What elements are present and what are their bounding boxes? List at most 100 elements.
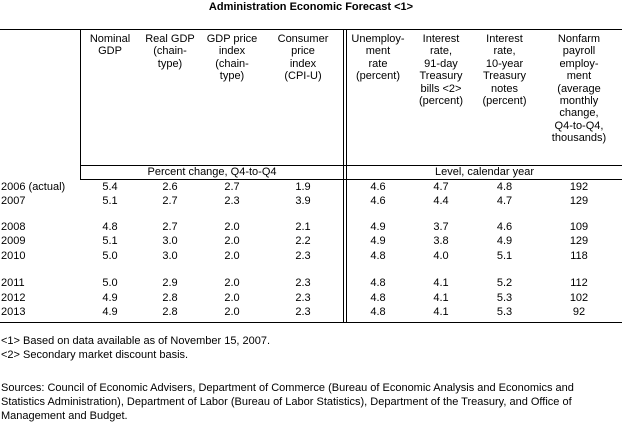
cell: 4.8 bbox=[370, 277, 386, 289]
cell: 2.0 bbox=[224, 292, 240, 304]
column-header-gdp-price-index: GDP price index (chain- type) bbox=[206, 33, 258, 83]
cell: 4.6 bbox=[496, 221, 513, 233]
cell: 2.2 bbox=[295, 235, 311, 247]
column-header-10year-rate: Interest rate, 10-year Treasury notes (p… bbox=[482, 33, 527, 108]
column-header-nonfarm-payroll: Nonfarm payroll employ- ment (average mo… bbox=[551, 33, 607, 145]
cell: 4.9 bbox=[102, 292, 118, 304]
cell: 2.0 bbox=[224, 221, 240, 233]
column-divider-mid-b bbox=[346, 29, 347, 323]
column-header-unemployment-rate: Unemploy- ment rate (percent) bbox=[351, 33, 405, 83]
row-label: 2007 bbox=[1, 195, 26, 207]
cell: 5.0 bbox=[102, 277, 118, 289]
cell: 2.6 bbox=[162, 181, 178, 193]
cell: 4.1 bbox=[433, 306, 449, 318]
cell: 3.0 bbox=[162, 250, 178, 262]
cell: 4.8 bbox=[370, 292, 386, 304]
bottom-rule bbox=[0, 322, 622, 323]
cell: 5.1 bbox=[496, 250, 513, 262]
table-row: 2009 5.1 3.0 2.0 2.2 4.9 3.8 4.9 129 bbox=[0, 235, 622, 248]
column-divider-mid-a bbox=[343, 29, 344, 323]
cell: 2.8 bbox=[162, 306, 178, 318]
cell: 2.0 bbox=[224, 306, 240, 318]
cell: 1.9 bbox=[295, 181, 311, 193]
cell: 4.6 bbox=[370, 195, 386, 207]
column-divider-left bbox=[80, 29, 81, 180]
cell: 2.7 bbox=[162, 221, 178, 233]
cell: 5.3 bbox=[496, 292, 513, 304]
column-header-nominal-gdp: Nominal GDP bbox=[89, 33, 131, 58]
row-label: 2013 bbox=[1, 306, 26, 318]
cell: 2.0 bbox=[224, 277, 240, 289]
row-label: 2008 bbox=[1, 221, 26, 233]
cell: 2.8 bbox=[162, 292, 178, 304]
cell: 4.9 bbox=[370, 221, 386, 233]
cell: 109 bbox=[569, 221, 589, 233]
sources-note: Sources: Council of Economic Advisers, D… bbox=[1, 382, 574, 422]
cell: 129 bbox=[569, 195, 589, 207]
column-header-91day-rate: Interest rate, 91-day Treasury bills <2>… bbox=[418, 33, 464, 108]
cell: 5.1 bbox=[102, 195, 118, 207]
row-label: 2012 bbox=[1, 292, 26, 304]
column-header-cpi: Consumer price index (CPI-U) bbox=[277, 33, 329, 83]
cell: 5.4 bbox=[102, 181, 118, 193]
cell: 4.7 bbox=[496, 195, 513, 207]
table-row: 2006 (actual) 5.4 2.6 2.7 1.9 4.6 4.7 4.… bbox=[0, 181, 622, 194]
column-header-real-gdp: Real GDP (chain- type) bbox=[145, 33, 195, 70]
cell: 4.8 bbox=[102, 221, 118, 233]
subheader-rule bbox=[80, 179, 622, 180]
cell: 3.8 bbox=[433, 235, 449, 247]
table-row: 2011 5.0 2.9 2.0 2.3 4.8 4.1 5.2 112 bbox=[0, 277, 622, 290]
top-rule bbox=[0, 29, 622, 30]
row-label: 2010 bbox=[1, 250, 26, 262]
cell: 2.7 bbox=[224, 181, 240, 193]
row-label: 2009 bbox=[1, 235, 26, 247]
cell: 4.4 bbox=[433, 195, 449, 207]
cell: 4.8 bbox=[370, 250, 386, 262]
cell: 2.3 bbox=[295, 277, 311, 289]
cell: 2.7 bbox=[162, 195, 178, 207]
cell: 92 bbox=[572, 306, 586, 318]
cell: 2.0 bbox=[224, 235, 240, 247]
cell: 2.3 bbox=[295, 250, 311, 262]
footnote-1: <1> Based on data available as of Novemb… bbox=[1, 335, 271, 347]
cell: 4.1 bbox=[433, 277, 449, 289]
table-row: 2008 4.8 2.7 2.0 2.1 4.9 3.7 4.6 109 bbox=[0, 221, 622, 234]
cell: 5.1 bbox=[102, 235, 118, 247]
cell: 2.9 bbox=[162, 277, 178, 289]
cell: 4.7 bbox=[433, 181, 449, 193]
subheader-level: Level, calendar year bbox=[434, 166, 535, 178]
table-title: Administration Economic Forecast <1> bbox=[208, 1, 414, 13]
cell: 4.8 bbox=[370, 306, 386, 318]
table-row: 2010 5.0 3.0 2.0 2.3 4.8 4.0 5.1 118 bbox=[0, 250, 622, 263]
table-row: 2013 4.9 2.8 2.0 2.3 4.8 4.1 5.3 92 bbox=[0, 306, 622, 319]
table-row: 2012 4.9 2.8 2.0 2.3 4.8 4.1 5.3 102 bbox=[0, 292, 622, 305]
footnote-2: <2> Secondary market discount basis. bbox=[1, 349, 189, 361]
cell: 4.1 bbox=[433, 292, 449, 304]
cell: 4.9 bbox=[102, 306, 118, 318]
cell: 5.3 bbox=[496, 306, 513, 318]
row-label: 2011 bbox=[1, 277, 25, 289]
cell: 118 bbox=[570, 250, 588, 262]
cell: 5.0 bbox=[102, 250, 118, 262]
cell: 3.0 bbox=[162, 235, 178, 247]
header-rule bbox=[80, 165, 622, 166]
cell: 4.9 bbox=[370, 235, 386, 247]
table-row: 2007 5.1 2.7 2.3 3.9 4.6 4.4 4.7 129 bbox=[0, 195, 622, 208]
cell: 102 bbox=[569, 292, 589, 304]
cell: 129 bbox=[569, 235, 589, 247]
cell: 4.0 bbox=[433, 250, 449, 262]
cell: 2.3 bbox=[224, 195, 240, 207]
subheader-percent-change: Percent change, Q4-to-Q4 bbox=[147, 166, 277, 178]
cell: 3.7 bbox=[433, 221, 449, 233]
cell: 4.9 bbox=[496, 235, 513, 247]
cell: 4.6 bbox=[370, 181, 386, 193]
cell: 5.2 bbox=[496, 277, 513, 289]
cell: 4.8 bbox=[496, 181, 513, 193]
cell: 192 bbox=[569, 181, 589, 193]
cell: 2.3 bbox=[295, 292, 311, 304]
cell: 112 bbox=[570, 277, 588, 289]
cell: 2.3 bbox=[295, 306, 311, 318]
cell: 2.0 bbox=[224, 250, 240, 262]
cell: 3.9 bbox=[295, 195, 311, 207]
cell: 2.1 bbox=[295, 221, 311, 233]
